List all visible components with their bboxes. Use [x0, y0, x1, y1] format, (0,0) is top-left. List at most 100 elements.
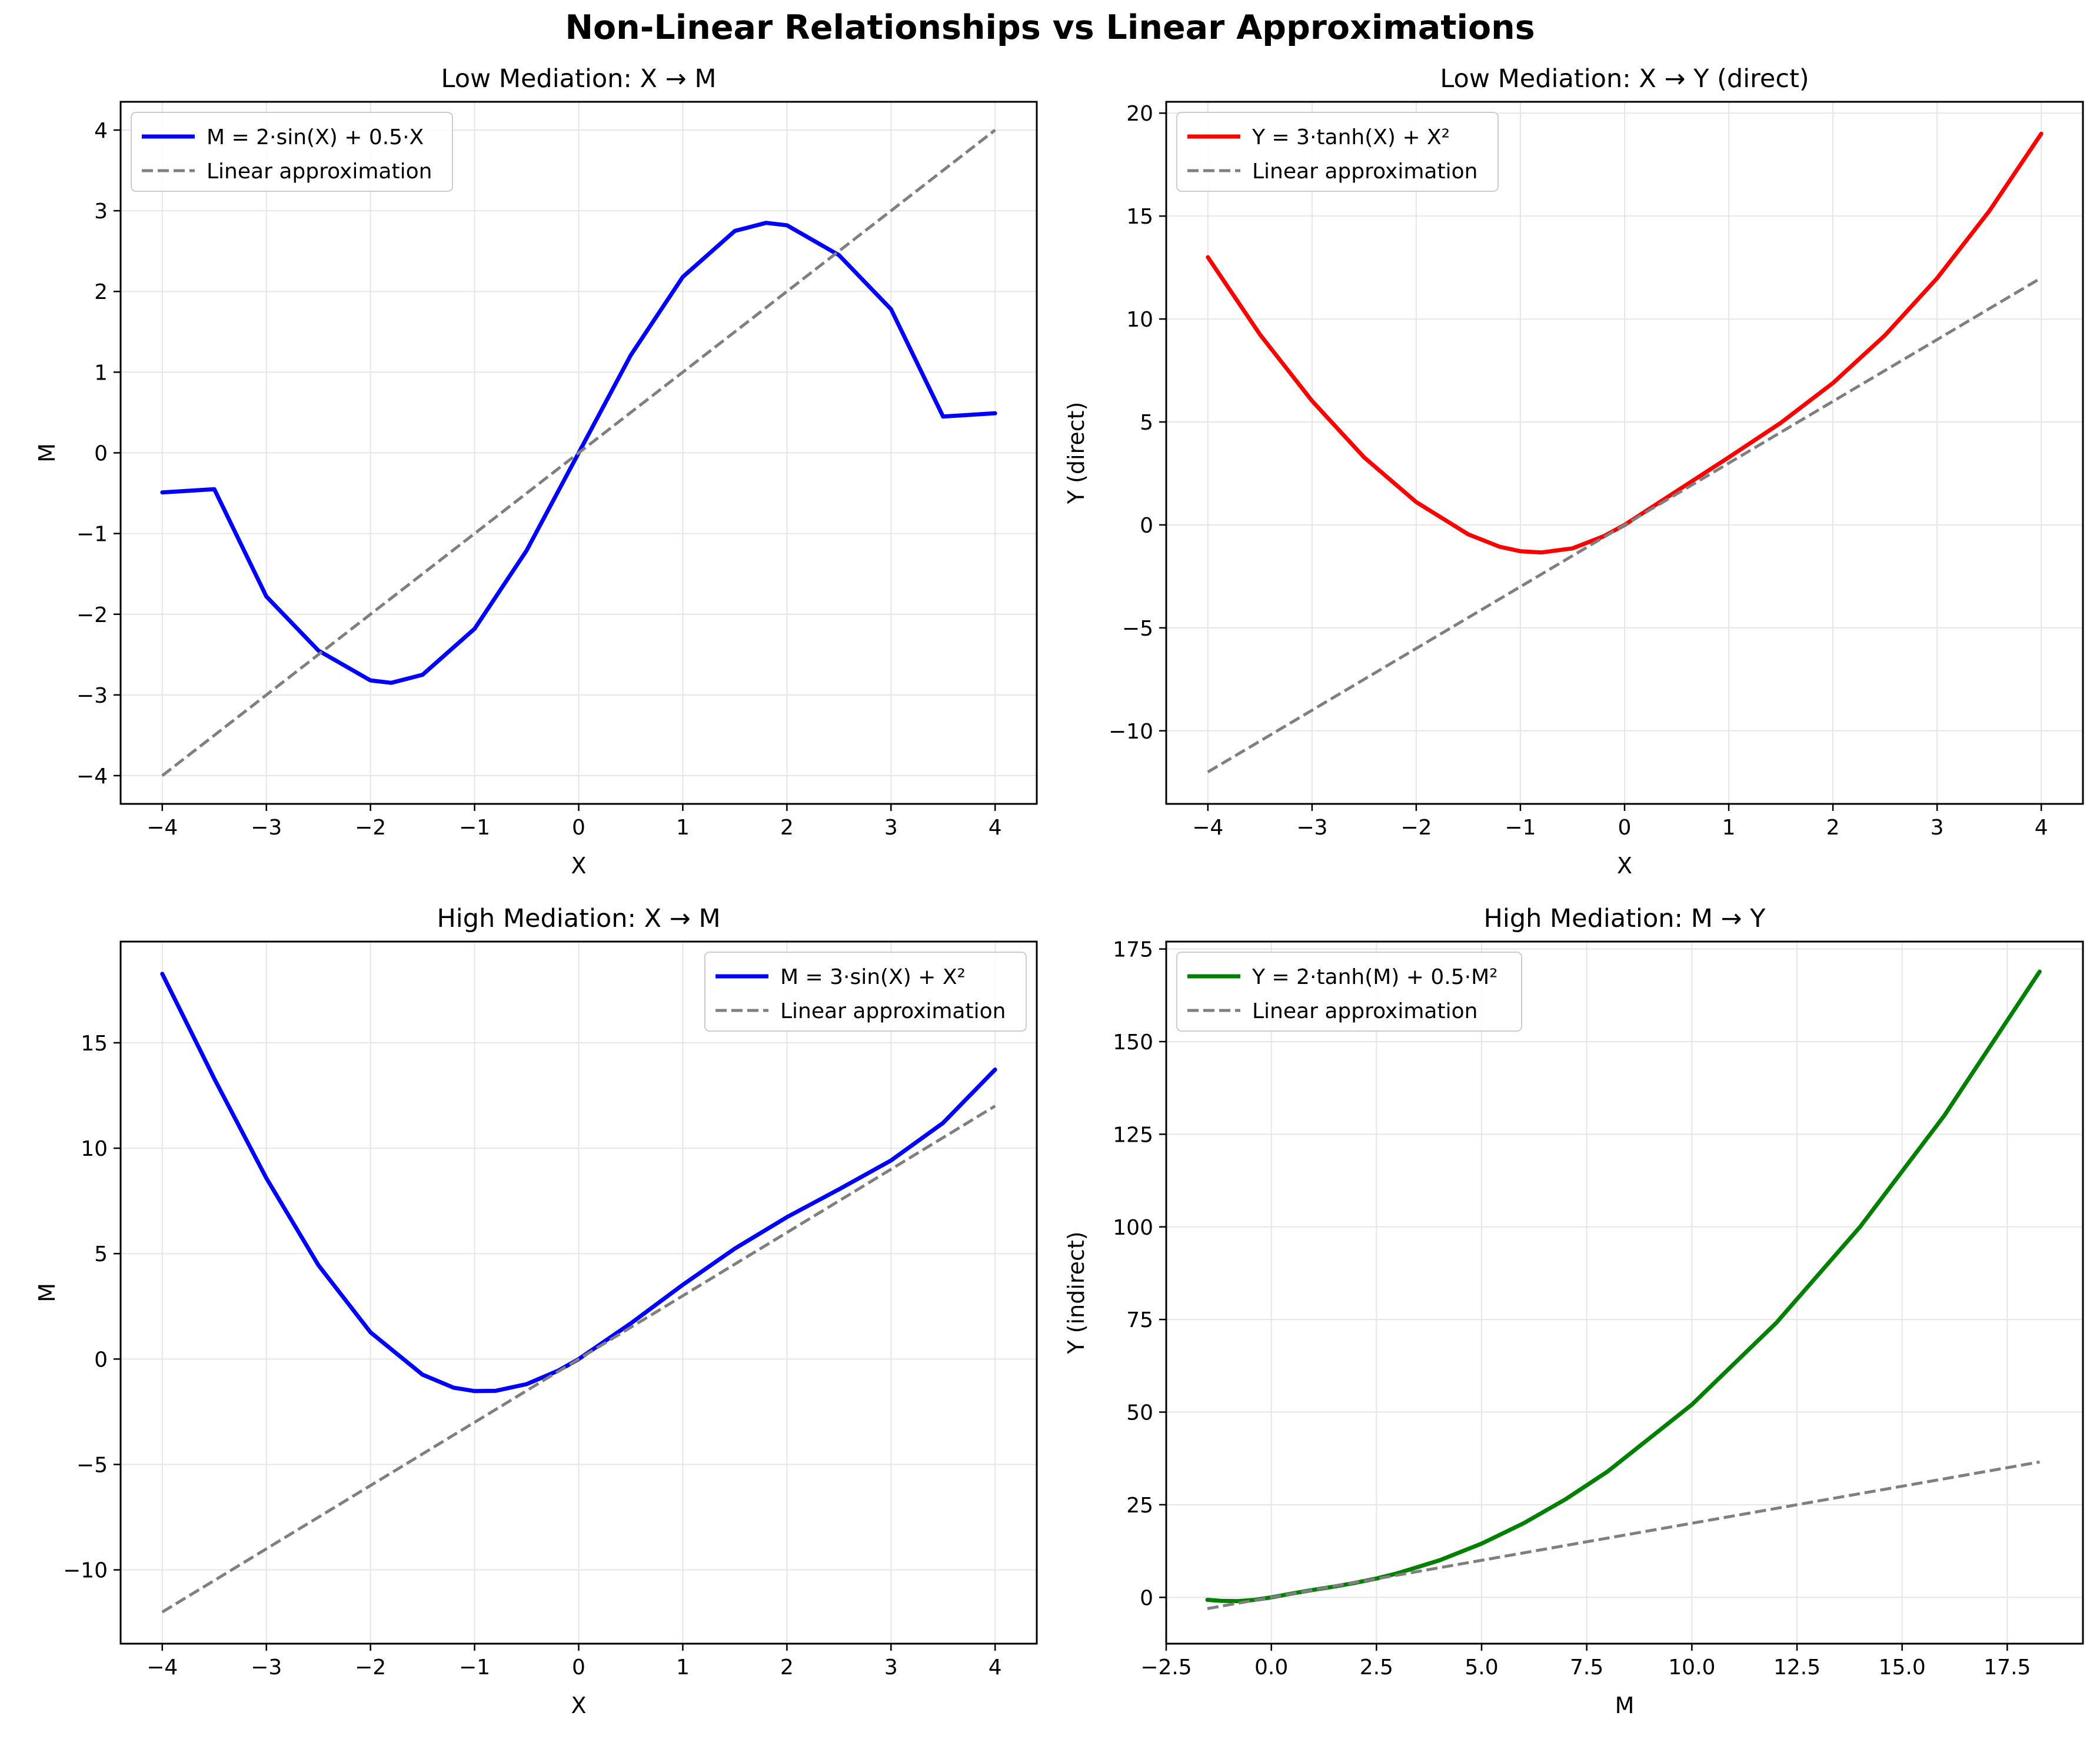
x-tick-label: −4 [147, 816, 178, 840]
nonlinear-curve-line [1206, 131, 2044, 555]
y-tick-label: −2 [76, 603, 108, 627]
y-tick-label: 125 [1113, 1123, 1153, 1147]
y-tick-label: 20 [1126, 102, 1153, 126]
legend-label: Y = 2·tanh(M) + 0.5·M² [1252, 965, 1498, 989]
y-tick-label: 100 [1113, 1216, 1153, 1240]
linear-approximation-line [161, 129, 996, 777]
y-tick-label: −10 [1109, 720, 1153, 744]
y-tick-label: 75 [1126, 1308, 1153, 1332]
x-tick-label: 2 [1826, 816, 1840, 840]
y-axis-label: Y (indirect) [1063, 1231, 1089, 1354]
subplot-title: Low Mediation: X → M [441, 64, 717, 94]
linear-approximation-line [161, 1105, 996, 1614]
y-tick-label: 4 [94, 119, 108, 143]
y-axis-label: Y (direct) [1063, 402, 1089, 505]
y-tick-label: −10 [63, 1559, 108, 1583]
y-tick-label: 0 [94, 442, 108, 466]
x-tick-label: 2 [780, 816, 794, 840]
y-tick-label: 0 [94, 1348, 108, 1372]
y-tick-label: −3 [76, 684, 108, 708]
x-tick-label: −2 [1400, 816, 1432, 840]
x-tick-label: −4 [147, 1655, 178, 1680]
y-tick-label: 0 [1140, 1586, 1153, 1610]
x-tick-label: 1 [1722, 816, 1736, 840]
x-tick-label: −3 [251, 1655, 282, 1680]
subplot-title: High Mediation: X → M [437, 904, 720, 933]
y-tick-label: 2 [94, 280, 108, 304]
x-tick-label: 4 [989, 816, 1002, 840]
x-axis-label: X [571, 1693, 586, 1718]
nonlinear-curve-line [160, 972, 997, 1394]
x-tick-label: −2 [355, 1655, 386, 1680]
legend-label: Linear approximation [1252, 159, 1477, 184]
legend: M = 3·sin(X) + X² Linear approximation [704, 952, 1027, 1032]
y-tick-label: −5 [76, 1453, 108, 1477]
x-tick-label: 3 [884, 1655, 898, 1680]
y-tick-label: 15 [81, 1032, 108, 1056]
x-tick-label: 17.5 [1983, 1655, 2031, 1680]
x-tick-label: 2 [780, 1655, 794, 1680]
legend-box [704, 952, 1027, 1032]
nonlinear-curve-line [1205, 969, 2042, 1604]
x-tick-label: 10.0 [1668, 1655, 1715, 1680]
legend-label: Y = 3·tanh(X) + X² [1252, 125, 1450, 149]
x-tick-label: 5.0 [1465, 1655, 1498, 1680]
x-tick-label: 0 [572, 1655, 585, 1680]
subplot-title: Low Mediation: X → Y (direct) [1440, 64, 1809, 94]
legend-label: Linear approximation [207, 159, 432, 184]
x-tick-label: −2.5 [1140, 1655, 1192, 1680]
x-tick-label: −1 [459, 816, 490, 840]
x-tick-label: 2.5 [1360, 1655, 1393, 1680]
x-tick-label: −1 [459, 1655, 490, 1680]
x-tick-label: −3 [1296, 816, 1327, 840]
y-tick-label: 50 [1126, 1401, 1153, 1425]
x-tick-label: 0 [572, 816, 585, 840]
y-tick-label: 10 [1126, 308, 1153, 332]
x-tick-label: 1 [676, 1655, 690, 1680]
legend: Y = 2·tanh(M) + 0.5·M² Linear approximati… [1176, 952, 1522, 1032]
x-tick-label: 4 [2035, 816, 2048, 840]
x-axis-label: X [1617, 853, 1632, 879]
subplot-title: High Mediation: M → Y [1484, 904, 1766, 933]
y-tick-label: 15 [1126, 205, 1153, 229]
subplot-low-mediation-x-m: −4 −3 −2 −1 0 1 2 3 4 −4 −3 −2 −1 0 1 2 3 4 Low Mediation:… [34, 64, 1038, 879]
legend-label: Linear approximation [1252, 999, 1477, 1023]
legend-label: M = 2·sin(X) + 0.5·X [207, 125, 424, 149]
legend-box [1176, 112, 1499, 192]
y-tick-label: 5 [1140, 411, 1153, 435]
legend: M = 2·sin(X) + 0.5·X Linear approximation [131, 112, 453, 192]
y-tick-label: 175 [1113, 938, 1153, 962]
y-tick-label: 5 [94, 1242, 108, 1266]
y-tick-label: −5 [1122, 617, 1153, 641]
figure-title: Non-Linear Relationships vs Linear Appro… [565, 8, 1535, 47]
subplot-high-mediation-m-y: −2.5 0.0 2.5 5.0 7.5 10.0 12.5 15.0 17.5 0 25 50 75 1… [1063, 904, 2084, 1718]
y-tick-label: 3 [94, 199, 108, 224]
x-tick-label: 1 [676, 816, 690, 840]
y-tick-label: 1 [94, 361, 108, 385]
y-tick-label: 150 [1113, 1030, 1153, 1055]
x-tick-label: 15.0 [1879, 1655, 1926, 1680]
linear-approximation-line [1207, 1460, 2040, 1610]
x-tick-label: 0 [1618, 816, 1632, 840]
linear-approximation-line [1207, 276, 2042, 773]
y-tick-label: 10 [81, 1137, 108, 1161]
x-axis-label: M [1615, 1693, 1635, 1718]
legend-box [1176, 952, 1522, 1032]
y-axis-label: M [34, 1283, 60, 1302]
y-tick-label: 0 [1140, 514, 1153, 538]
x-tick-label: 3 [884, 816, 898, 840]
legend-label: Linear approximation [780, 999, 1006, 1023]
x-axis-label: X [571, 853, 586, 879]
legend: Y = 3·tanh(X) + X² Linear approximation [1176, 112, 1499, 192]
x-tick-label: −4 [1192, 816, 1223, 840]
legend-label: M = 3·sin(X) + X² [780, 965, 966, 989]
legend-box [131, 112, 453, 192]
x-tick-label: −3 [251, 816, 282, 840]
x-tick-label: 7.5 [1570, 1655, 1603, 1680]
y-tick-label: −4 [76, 764, 108, 789]
y-tick-label: 25 [1126, 1494, 1153, 1518]
x-tick-label: 0.0 [1254, 1655, 1288, 1680]
